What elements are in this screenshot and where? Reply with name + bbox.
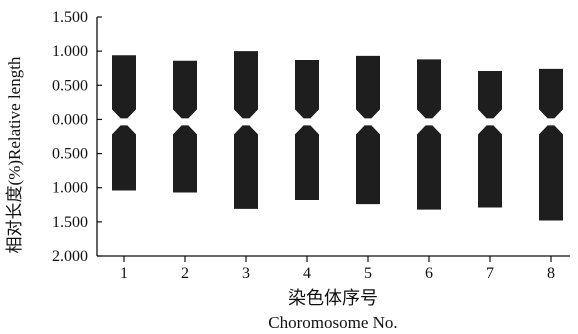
chromosome-marks — [112, 51, 563, 221]
y-tick-label: 1.000 — [52, 180, 88, 197]
chromosome-3-short-arm — [234, 51, 258, 119]
chromosome-3-long-arm — [234, 125, 258, 209]
chromosome-2-short-arm — [173, 60, 197, 119]
chromosome-5-short-arm — [356, 55, 380, 119]
y-tick-label: 1.500 — [52, 9, 88, 26]
y-axis: 1.500 1.000 0.500 0.000 0.500 1.000 1.500 2.000 — [52, 9, 102, 265]
x-tick-label: 4 — [303, 265, 311, 282]
chromosome-4-long-arm — [295, 125, 319, 201]
y-tick-label: 1.000 — [52, 43, 88, 60]
chromosome-1-short-arm — [112, 55, 136, 119]
y-axis-title: 相对长度(%)Relative length — [5, 56, 24, 253]
chromosome-1-long-arm — [112, 125, 136, 191]
chromosome-7-short-arm — [478, 70, 502, 119]
x-axis-title-chinese: 染色体序号 — [288, 288, 378, 308]
x-tick-label: 3 — [242, 265, 250, 282]
chromosome-8-long-arm — [539, 125, 563, 221]
x-tick-label: 7 — [486, 265, 494, 282]
x-axis: 1 2 3 4 5 6 7 8 — [97, 255, 570, 282]
y-tick-label: 1.500 — [52, 214, 88, 231]
chromosome-7-long-arm — [478, 125, 502, 208]
chromosome-4-short-arm — [295, 60, 319, 119]
x-tick-label: 8 — [547, 265, 555, 282]
x-tick-label: 1 — [120, 265, 128, 282]
y-tick-label: 0.000 — [52, 111, 88, 128]
y-tick-label: 2.000 — [52, 248, 88, 265]
chromosome-6-long-arm — [417, 125, 441, 210]
x-tick-label: 6 — [425, 265, 433, 282]
x-tick-label: 2 — [181, 265, 189, 282]
chromosome-5-long-arm — [356, 125, 380, 205]
chromosome-6-short-arm — [417, 59, 441, 119]
x-tick-label: 5 — [364, 265, 372, 282]
y-tick-label: 0.500 — [52, 146, 88, 163]
x-axis-title-english: Choromosome No. — [268, 313, 397, 332]
y-tick-label: 0.500 — [52, 77, 88, 94]
chromosome-2-long-arm — [173, 125, 197, 193]
chromosome-8-short-arm — [539, 68, 563, 119]
